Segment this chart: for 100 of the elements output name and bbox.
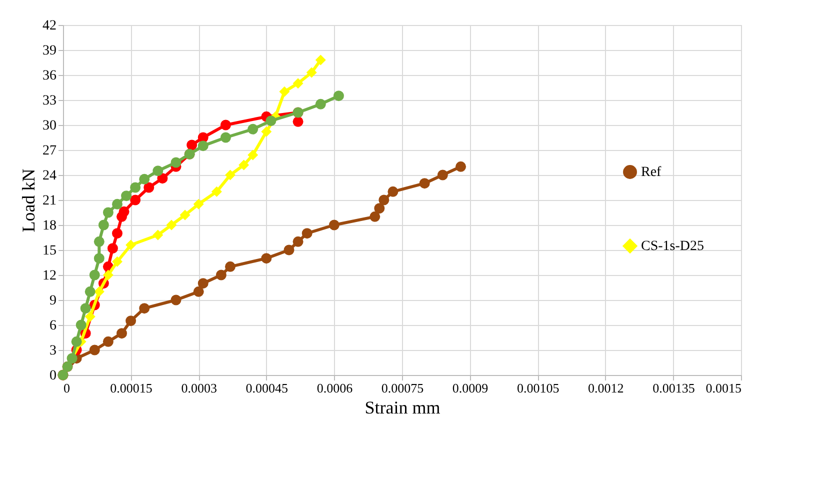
point xyxy=(456,161,466,172)
y-tick-label: 9 xyxy=(50,294,56,308)
y-tick-label: 21 xyxy=(42,194,56,208)
point xyxy=(248,150,258,160)
point xyxy=(126,240,136,250)
point xyxy=(130,194,141,206)
point xyxy=(98,220,109,230)
point xyxy=(211,186,222,197)
point xyxy=(437,170,448,180)
point xyxy=(266,116,276,126)
point xyxy=(116,328,128,339)
point xyxy=(84,311,96,322)
point xyxy=(328,220,340,230)
point xyxy=(139,174,150,184)
point xyxy=(94,236,104,247)
point xyxy=(144,182,154,193)
x-tick-label: 0 xyxy=(64,380,70,396)
point xyxy=(224,261,236,272)
point xyxy=(89,270,100,280)
y-tick-label: 36 xyxy=(42,68,56,84)
point xyxy=(130,182,141,193)
point xyxy=(102,207,114,218)
point xyxy=(419,178,430,189)
point xyxy=(224,170,236,180)
point xyxy=(152,166,164,176)
point xyxy=(118,206,130,217)
y-tick-label: 12 xyxy=(42,268,56,284)
point xyxy=(261,126,272,137)
y-tick-label: 0 xyxy=(50,368,56,384)
point xyxy=(306,67,317,78)
point xyxy=(370,211,380,222)
point xyxy=(157,173,168,184)
y-tick-label: 27 xyxy=(42,144,56,158)
point xyxy=(261,253,272,264)
point xyxy=(102,270,114,280)
x-tick-label: 0.0003 xyxy=(181,380,217,396)
point xyxy=(107,243,118,254)
point xyxy=(248,124,258,134)
point xyxy=(166,220,177,230)
point xyxy=(84,286,96,297)
x-tick-label: 0.0009 xyxy=(452,380,488,396)
point xyxy=(121,190,132,202)
point xyxy=(170,157,182,168)
point xyxy=(198,278,208,289)
x-tick-label: 0.0006 xyxy=(316,380,354,396)
y-tick-label: 30 xyxy=(42,118,56,134)
x-tick-label: 0.00105 xyxy=(516,380,560,396)
point xyxy=(198,140,208,152)
point xyxy=(76,320,86,330)
point xyxy=(216,270,226,280)
point xyxy=(220,120,231,130)
y-tick-label: 42 xyxy=(42,18,56,34)
point xyxy=(292,116,304,127)
point xyxy=(315,54,326,66)
y-tick-label: 24 xyxy=(42,168,56,184)
point xyxy=(71,336,82,347)
point xyxy=(315,98,326,110)
y-tick-label: 18 xyxy=(42,218,56,234)
point xyxy=(89,344,100,356)
point xyxy=(292,78,304,89)
x-tick-label: 0.0012 xyxy=(588,380,624,396)
point xyxy=(374,203,385,214)
point xyxy=(180,210,190,220)
x-axis-title: Strain mm xyxy=(364,398,440,418)
y-tick-label: 6 xyxy=(50,318,56,334)
point xyxy=(193,198,204,210)
point xyxy=(102,336,114,347)
point xyxy=(292,236,304,247)
point xyxy=(112,228,122,239)
point xyxy=(238,160,250,170)
point xyxy=(112,256,122,267)
point xyxy=(279,86,290,97)
y-tick-label: 39 xyxy=(42,44,56,58)
x-tick-label: 0.00045 xyxy=(246,380,288,396)
x-tick-label: 0.00075 xyxy=(381,380,424,396)
legend-label: Ref xyxy=(641,165,662,180)
point xyxy=(126,316,136,326)
point xyxy=(94,286,104,297)
x-tick-label: 0.0015 xyxy=(706,380,742,396)
point xyxy=(193,286,204,297)
point xyxy=(94,253,104,264)
x-tick-label: 0.00015 xyxy=(110,380,152,396)
legend-label: CS-1s-D25 xyxy=(641,239,704,254)
point xyxy=(170,294,182,306)
x-tick-label: 0.00135 xyxy=(652,380,695,396)
point xyxy=(284,244,294,256)
point xyxy=(333,90,344,102)
point xyxy=(378,194,390,206)
y-tick-label: 3 xyxy=(50,344,56,358)
point xyxy=(112,198,122,210)
point xyxy=(186,140,198,150)
y-tick-label: 33 xyxy=(42,94,56,108)
y-axis-title: Load kN xyxy=(18,168,38,232)
point xyxy=(80,303,91,314)
point xyxy=(220,132,231,143)
point xyxy=(388,186,398,197)
y-tick-label: 15 xyxy=(42,244,56,258)
point xyxy=(139,303,150,314)
point xyxy=(152,230,164,240)
point xyxy=(302,228,312,239)
